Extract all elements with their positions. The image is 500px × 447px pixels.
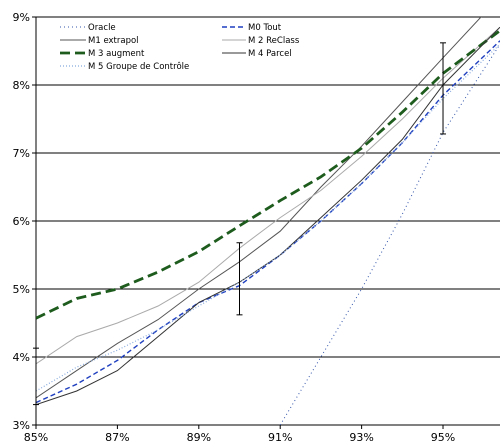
y-axis-tick-labels: 3% 4% 5% 6% 7% 8% 9%: [13, 11, 30, 432]
legend-label-m-5-groupe-de-contr-le: M 5 Groupe de Contrôle: [88, 61, 189, 72]
legend-label-m-3-augment: M 3 augment: [88, 49, 145, 59]
error-bars: [33, 42, 447, 406]
series-line-m-5-groupe-de-contr-le: [36, 43, 500, 392]
series-line-oracle: [279, 43, 500, 425]
series-line-m1-extrapol: [36, 17, 482, 399]
x-tick-label: 89%: [187, 431, 211, 444]
y-tick-label: 9%: [13, 11, 30, 24]
data-series: [36, 17, 500, 425]
y-tick-label: 7%: [13, 147, 30, 160]
axes: [32, 16, 500, 429]
x-tick-label: 91%: [268, 431, 292, 444]
series-line-m-4-parcel: [36, 26, 500, 406]
x-axis-tick-labels: 85% 87% 89% 91% 93% 95%: [24, 431, 455, 444]
series-line-m-3-augment: [36, 29, 500, 320]
legend-label-m1-extrapol: M1 extrapol: [88, 36, 139, 46]
x-tick-label: 95%: [431, 431, 455, 444]
y-tick-label: 5%: [13, 283, 30, 296]
legend-label-m-4-parcel: M 4 Parcel: [248, 49, 292, 59]
series-line-m0-tout: [36, 40, 500, 404]
y-tick-label: 4%: [13, 351, 30, 364]
legend-label-m0-tout: M0 Tout: [248, 23, 282, 33]
x-tick-label: 93%: [349, 431, 373, 444]
legend: Oracle M0 Tout M1 extrapol M 2 ReClass M 3 a…: [60, 23, 300, 72]
x-tick-label: 85%: [24, 431, 48, 444]
y-tick-label: 6%: [13, 215, 30, 228]
legend-label-oracle: Oracle: [88, 23, 116, 33]
x-tick-label: 87%: [105, 431, 129, 444]
series-line-m-2-reclass: [36, 26, 500, 365]
legend-label-m-2-reclass: M 2 ReClass: [248, 36, 300, 46]
y-tick-label: 8%: [13, 79, 30, 92]
y-tick-label: 3%: [13, 419, 30, 432]
